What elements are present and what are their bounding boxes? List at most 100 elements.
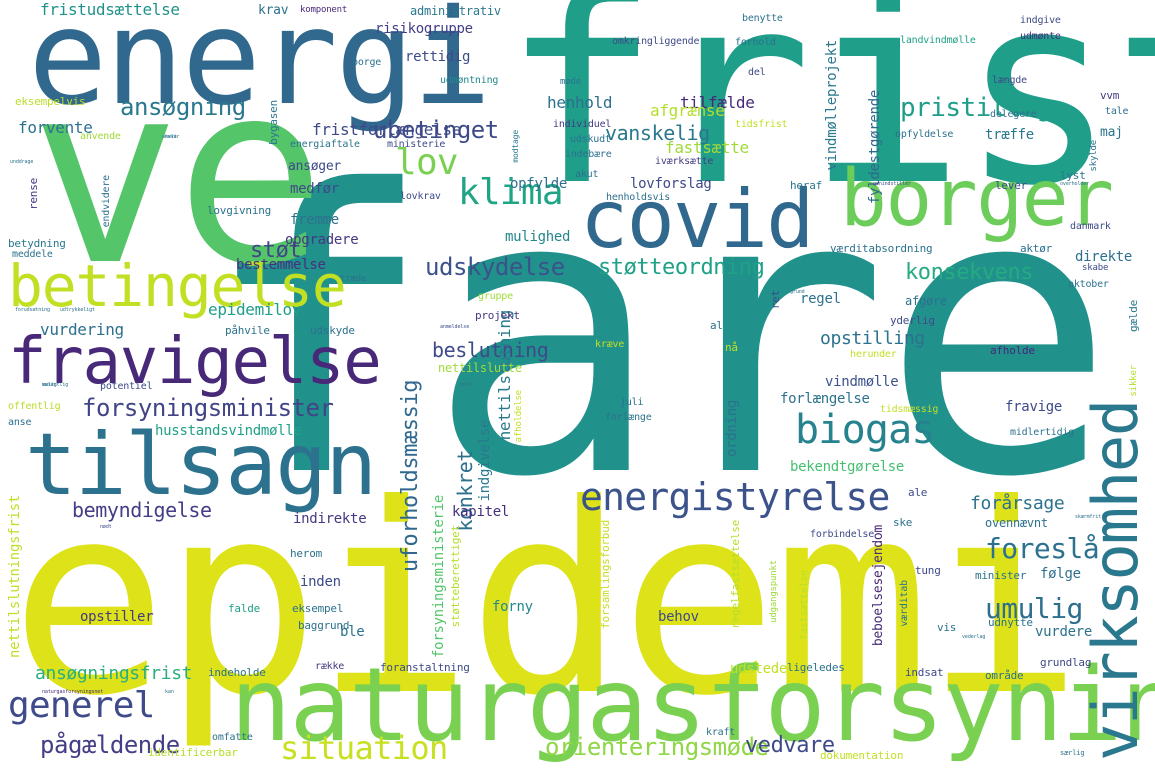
word-vurdering: vurdering (40, 320, 124, 339)
word-vurdere: vurdere (1035, 624, 1093, 640)
word-ligeledes: ligeledes (787, 661, 845, 674)
word-betingelse: betingelse (8, 252, 347, 320)
word-kan: kan (165, 689, 174, 695)
word-konsekvens: konsekvens (905, 260, 1034, 285)
word-uforholdsmæssig: uforholdsmæssig (398, 380, 423, 573)
word-husstandsvindmølle: husstandsvindmølle (155, 423, 302, 439)
word-herunder: herunder (850, 349, 897, 360)
word-ansvar: ansvar (162, 134, 180, 140)
word-bekendtgørelse: bekendtgørelse (790, 459, 905, 475)
word-delegere: delegere (990, 109, 1037, 120)
word-dokumentation: dokumentation (820, 749, 904, 762)
word-del: del (748, 67, 766, 78)
word-udskyde: udskyde (310, 324, 355, 337)
word-akut: akut (575, 169, 599, 180)
word-lov: lov (395, 142, 459, 183)
word-umulig: umulig (985, 592, 1083, 625)
word-skærmfritid: skærmfritid (1075, 514, 1108, 520)
word-vanskelig: vanskelig (605, 121, 710, 145)
word-afholdelse: afholdelse (514, 390, 524, 443)
word-skylde: skylde (1089, 140, 1099, 172)
word-offentlig: offentlig (8, 401, 61, 412)
word-bedt: bedt (460, 382, 472, 388)
word-oktober: oktober (1068, 279, 1109, 290)
word-falde: falde (228, 602, 261, 615)
word-lever: lever (995, 179, 1028, 192)
word-afgøre: afgøre (905, 294, 947, 308)
word-eksempelvis: eksempelvis (15, 95, 86, 108)
word-fravige: fravige (1005, 399, 1063, 415)
word-ret: ret (769, 290, 782, 310)
word-forbindelse: forbindelse (810, 529, 875, 540)
word-indirekte: indirekte (293, 511, 367, 527)
word-overholder: overholder (1060, 181, 1090, 187)
word-regel: regel (800, 291, 841, 307)
word-støt: støt (250, 238, 302, 263)
word-orienteringsmøde: orienteringsmøde (545, 733, 769, 761)
word-anse: anse (8, 417, 32, 428)
word-indgive: indgive (1020, 15, 1061, 26)
word-ansøgningsfrist: ansøgningsfrist (35, 663, 193, 684)
word-kraft: kraft (706, 727, 736, 738)
word-tidsfrist: tidsfrist (735, 119, 788, 130)
word-lovkrav: lovkrav (400, 191, 441, 202)
word-ubetinget: ubetinget (373, 116, 499, 144)
word-iværksætte: iværksætte (655, 156, 714, 167)
word-risikogruppe: risikogruppe (375, 21, 473, 37)
word-henholdsvis: henholdsvis (606, 192, 671, 203)
word-behov: behov (658, 609, 699, 625)
word-krav: krav (258, 3, 289, 18)
word-træffe: træffe (985, 127, 1034, 143)
word-forlængelse: forlængelse (780, 391, 870, 407)
word-al: al (710, 319, 723, 332)
word-borge: borge (352, 57, 382, 68)
word-meddele: meddele (12, 249, 53, 260)
word-generel: generel (8, 685, 155, 726)
word-gruppe: gruppe (478, 291, 513, 302)
word-genindstiller: genindstiller (873, 181, 911, 187)
word-rettidig: rettidig (405, 49, 471, 65)
word-påhvile: påhvile (225, 324, 270, 337)
word-lyst: lyst (1060, 169, 1086, 182)
word-opfylde: opfylde (510, 176, 568, 192)
word-vindmølle: vindmølle (825, 374, 899, 390)
word-individuel: individuel (553, 119, 612, 130)
word-væsentlig: væsentlig (42, 382, 69, 388)
word-værditab: værditab (899, 580, 910, 627)
word-udtrykkeligt: udtrykkeligt (60, 307, 95, 313)
word-fare: fare (200, 108, 1116, 562)
word-virksomhed: virksomhed (1079, 400, 1152, 761)
word-forsamlingsforbud: forsamlingsforbud (599, 520, 612, 629)
word-forny: forny (492, 599, 533, 615)
word-støtteberettiget: støtteberettiget (449, 525, 462, 628)
word-tilsagn: tilsagn (25, 415, 377, 515)
word-grund: grund (790, 289, 805, 295)
word-ministerie: ministerie (387, 139, 446, 150)
word-afgrænse: afgrænse (650, 101, 725, 120)
word-ale: ale (908, 486, 928, 499)
word-indebære: indebære (565, 149, 612, 160)
word-nettilslutning: nettilslutning (495, 310, 514, 441)
word-bygasen: bygasen (267, 100, 280, 145)
word-pristillæg: pristillæg (900, 93, 1052, 123)
word-tung: tung (915, 564, 941, 577)
word-komponent: komponent (300, 5, 348, 15)
word-opstilling: opstilling (820, 328, 925, 349)
word-grundlag: grundlag (1040, 656, 1092, 669)
word-henhold: henhold (547, 93, 613, 112)
word-juli: juli (620, 397, 644, 408)
word-ble: ble (340, 624, 365, 640)
word-vvm: vvm (1100, 89, 1120, 102)
word-baggrund: baggrund (298, 619, 350, 632)
word-fravigelse: fravigelse (8, 325, 382, 399)
word-vedvare: vedvare (745, 733, 835, 758)
word-fastsætte: fastsætte (665, 138, 749, 157)
word-vis: vis (937, 621, 957, 634)
word-epidemilov: epidemilov (208, 300, 302, 319)
word-nå: nå (725, 341, 738, 354)
word-covid: covid (580, 173, 814, 266)
word-opgradere: opgradere (285, 232, 359, 248)
word-borger: borger (840, 154, 1114, 244)
word-ansøgning: ansøgning (120, 93, 246, 121)
